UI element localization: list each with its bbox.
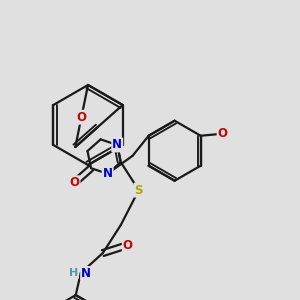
Text: N: N — [103, 167, 112, 180]
Text: S: S — [134, 184, 143, 196]
Text: O: O — [76, 111, 86, 124]
Text: N: N — [81, 267, 91, 280]
Text: H: H — [69, 268, 78, 278]
Text: O: O — [123, 238, 133, 252]
Text: N: N — [112, 138, 122, 152]
Text: O: O — [70, 176, 80, 189]
Text: O: O — [218, 127, 228, 140]
